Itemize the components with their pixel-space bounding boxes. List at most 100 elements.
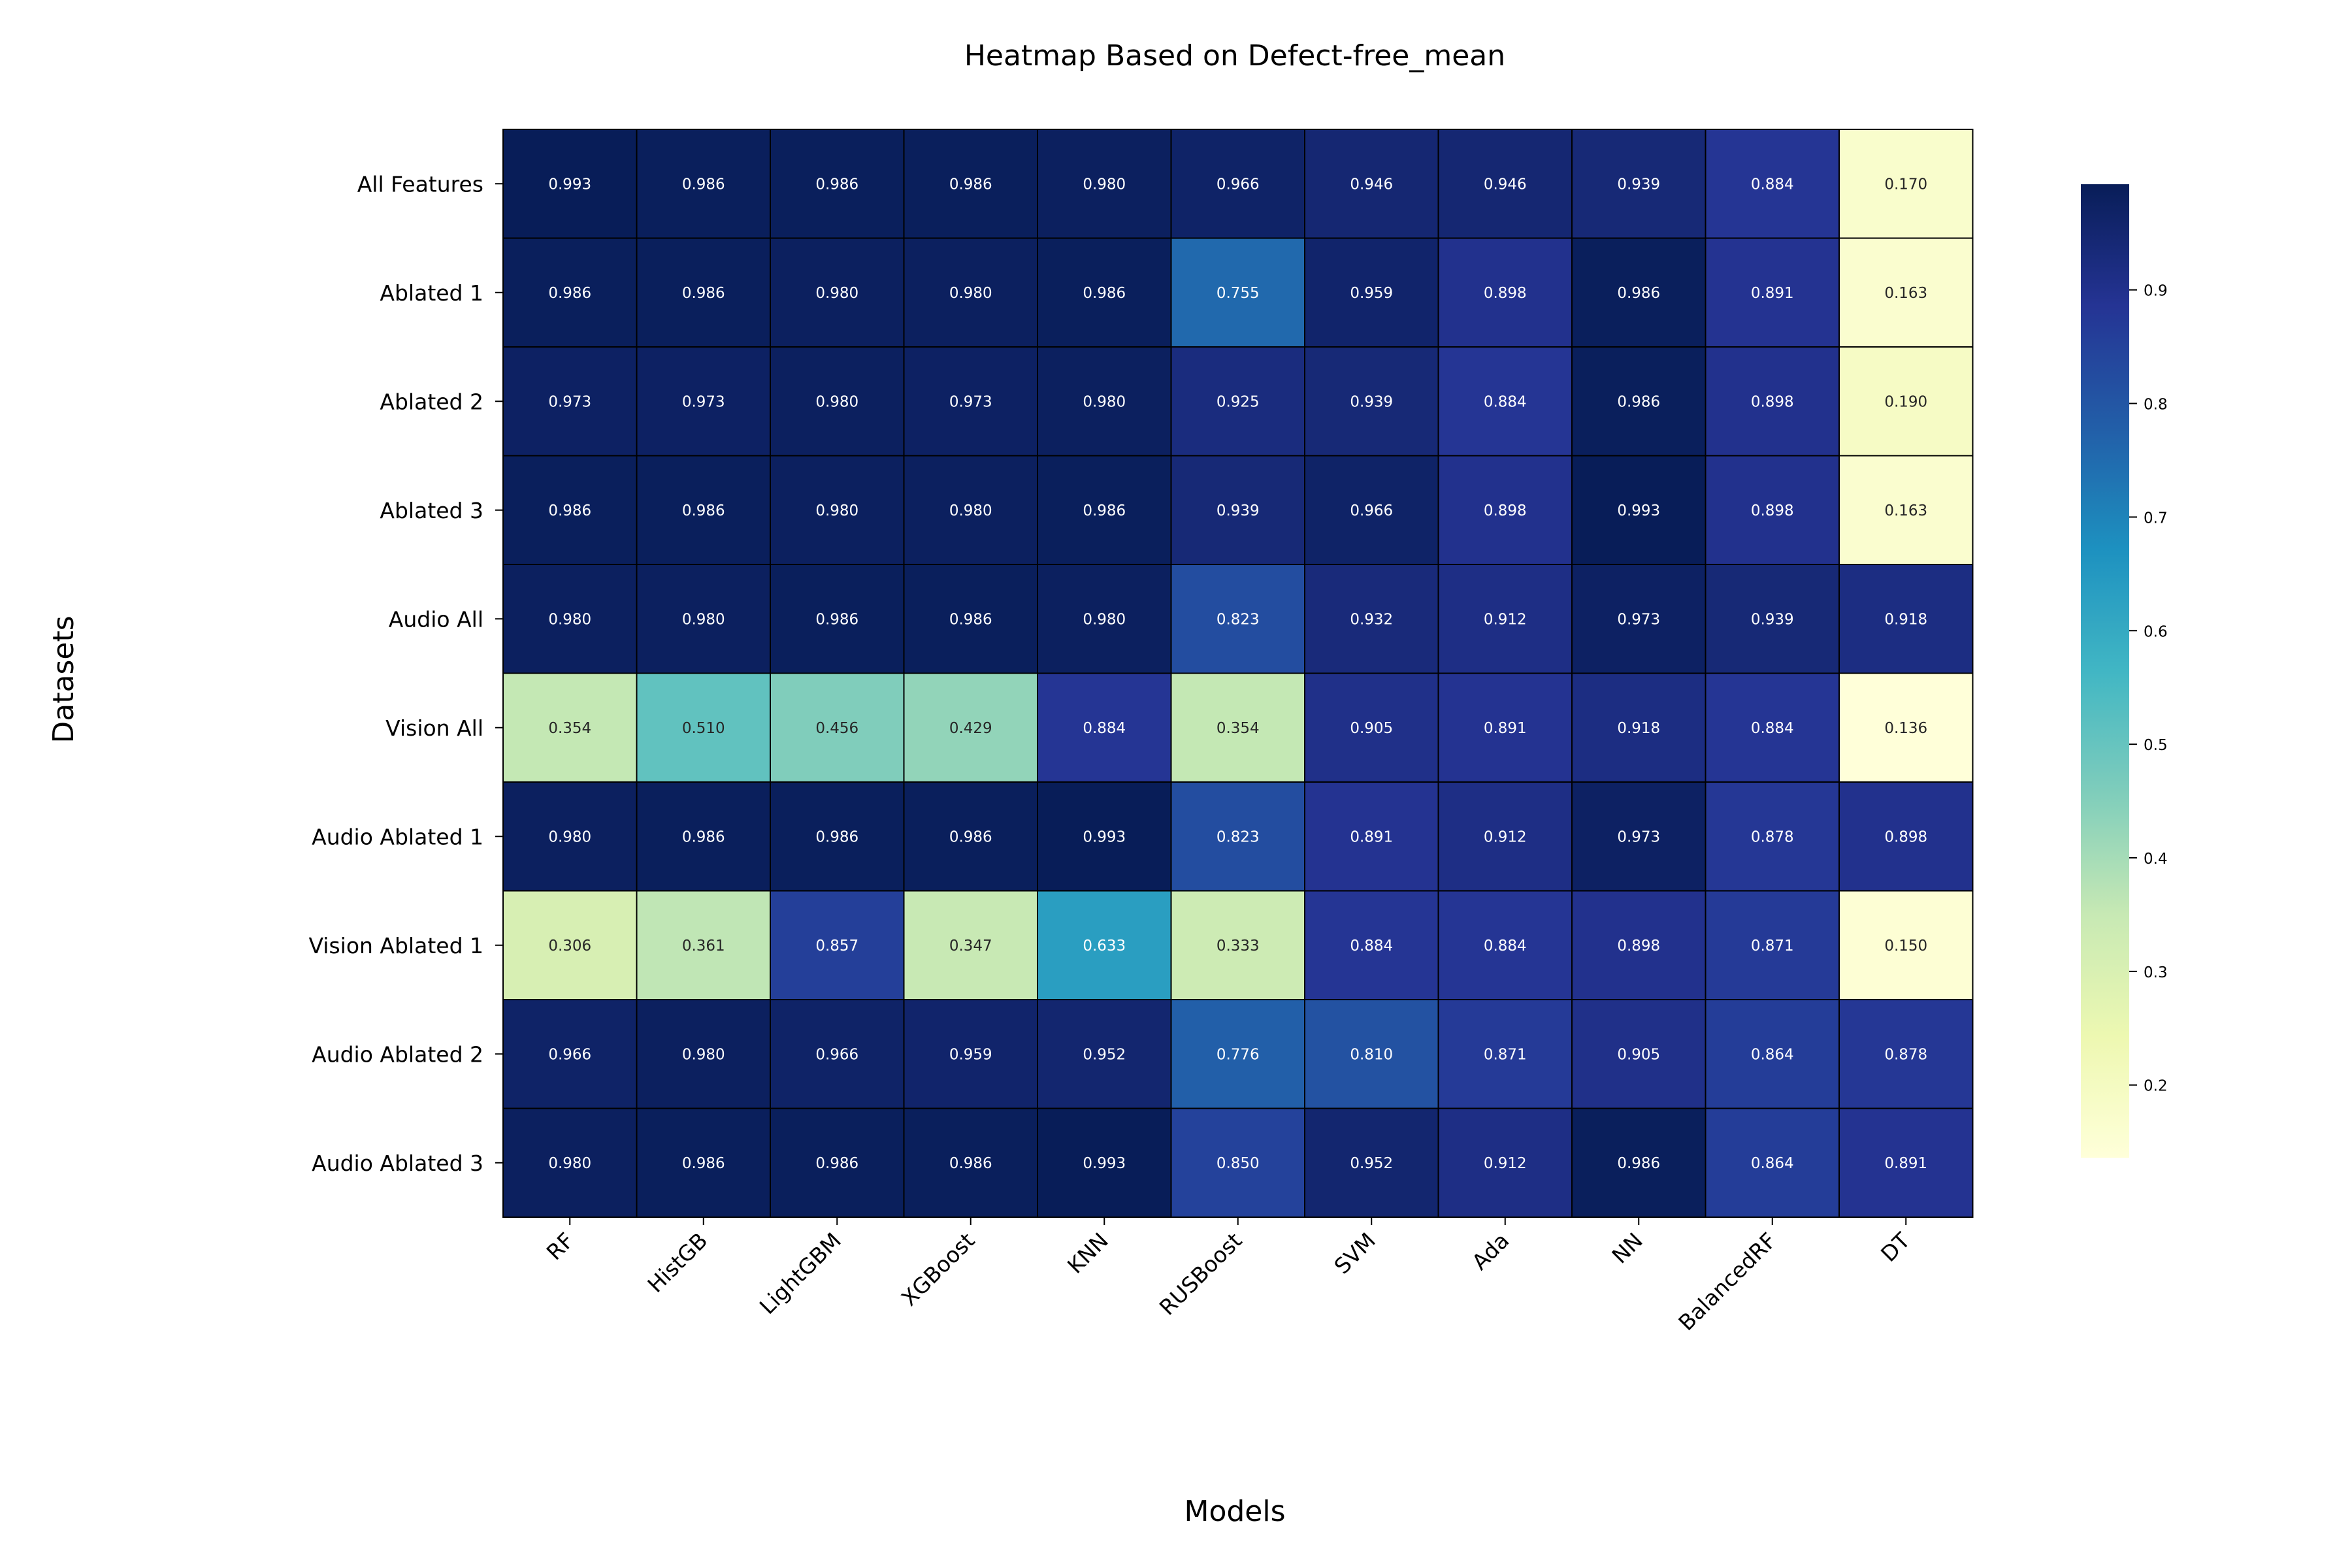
y-tick-label: Audio Ablated 3 — [312, 1151, 483, 1176]
cell-value-label: 0.973 — [548, 393, 591, 410]
cell-value-label: 0.986 — [548, 502, 591, 519]
heatmap-cell — [1170, 1107, 1305, 1218]
cell-value-label: 0.986 — [1083, 285, 1126, 302]
cell-value-label: 0.980 — [548, 1155, 591, 1172]
heatmap-cell — [1170, 999, 1305, 1109]
cell-value-label: 0.823 — [1217, 611, 1260, 628]
heatmap-cell — [1705, 890, 1840, 1000]
heatmap-cell — [770, 999, 905, 1109]
heatmap-cell — [636, 564, 771, 674]
cell-value-label: 0.776 — [1217, 1046, 1260, 1063]
cell-value-label: 0.946 — [1350, 176, 1393, 193]
heatmap-cell — [1170, 781, 1305, 892]
cell-value-label: 0.939 — [1751, 611, 1794, 628]
heatmap-cell — [1571, 455, 1707, 565]
heatmap-cells: 0.993 0.986 0.986 0.986 0.980 0.966 0.946 0.946… — [502, 129, 1974, 1218]
heatmap-cell — [1838, 564, 1974, 674]
colorbar-tick-label: 0.5 — [2144, 737, 2168, 754]
heatmap-cell — [1037, 129, 1172, 239]
cell-value-label: 0.986 — [815, 176, 858, 193]
colorbar: 0.2 0.3 0.4 0.5 0.6 0.7 0.8 0.9 — [2081, 184, 2168, 1158]
heatmap-cell — [636, 890, 771, 1000]
cell-value-label: 0.884 — [1484, 393, 1527, 410]
cell-value-label: 0.986 — [815, 1155, 858, 1172]
cell-value-label: 0.986 — [548, 285, 591, 302]
heatmap-cell — [636, 129, 771, 239]
x-tick-label: RUSBoost — [1154, 1228, 1247, 1320]
cell-value-label: 0.898 — [1484, 502, 1527, 519]
heatmap-cell — [1304, 890, 1439, 1000]
cell-value-label: 0.986 — [949, 828, 992, 845]
heatmap-cell — [636, 672, 771, 783]
cell-value-label: 0.986 — [682, 502, 725, 519]
heatmap-cell — [903, 455, 1038, 565]
heatmap-cell — [1705, 999, 1840, 1109]
cell-value-label: 0.986 — [815, 828, 858, 845]
heatmap-cell — [1838, 672, 1974, 783]
heatmap-cell — [1571, 890, 1707, 1000]
cell-value-label: 0.150 — [1884, 938, 1927, 955]
cell-value-label: 0.871 — [1484, 1046, 1527, 1063]
cell-value-label: 0.986 — [682, 285, 725, 302]
cell-value-label: 0.354 — [548, 720, 591, 737]
heatmap-cell — [1571, 999, 1707, 1109]
x-tick-label: NN — [1607, 1228, 1647, 1268]
colorbar-tick-label: 0.4 — [2144, 851, 2168, 868]
heatmap-cell — [1838, 129, 1974, 239]
x-tick-label: KNN — [1062, 1228, 1113, 1279]
cell-value-label: 0.898 — [1751, 502, 1794, 519]
cell-value-label: 0.980 — [815, 285, 858, 302]
cell-value-label: 0.966 — [815, 1046, 858, 1063]
heatmap-cell — [1170, 564, 1305, 674]
heatmap-cell — [1838, 999, 1974, 1109]
cell-value-label: 0.980 — [1083, 393, 1126, 410]
heatmap-cell — [1705, 781, 1840, 892]
cell-value-label: 0.884 — [1751, 176, 1794, 193]
cell-value-label: 0.898 — [1751, 393, 1794, 410]
cell-value-label: 0.980 — [815, 502, 858, 519]
cell-value-label: 0.959 — [949, 1046, 992, 1063]
x-tick-label: Ada — [1467, 1228, 1514, 1275]
heatmap-cell — [1170, 237, 1305, 348]
cell-value-label: 0.898 — [1484, 285, 1527, 302]
heatmap-cell — [1705, 237, 1840, 348]
heatmap-cell — [1037, 346, 1172, 457]
y-tick-label: Audio Ablated 1 — [312, 824, 483, 849]
heatmap-cell — [1170, 455, 1305, 565]
cell-value-label: 0.850 — [1217, 1155, 1260, 1172]
cell-value-label: 0.361 — [682, 938, 725, 955]
heatmap-cell — [1838, 1107, 1974, 1218]
cell-value-label: 0.986 — [815, 611, 858, 628]
heatmap-cell — [770, 1107, 905, 1218]
cell-value-label: 0.891 — [1884, 1155, 1927, 1172]
cell-value-label: 0.952 — [1083, 1046, 1126, 1063]
cell-value-label: 0.986 — [949, 611, 992, 628]
colorbar-tick-label: 0.2 — [2144, 1078, 2168, 1095]
heatmap-cell — [1571, 781, 1707, 892]
heatmap-cell — [1170, 129, 1305, 239]
colorbar-tick-label: 0.8 — [2144, 397, 2168, 414]
heatmap-cell — [502, 781, 638, 892]
heatmap-cell — [502, 564, 638, 674]
cell-value-label: 0.163 — [1884, 285, 1927, 302]
cell-value-label: 0.912 — [1484, 611, 1527, 628]
cell-value-label: 0.980 — [548, 611, 591, 628]
heatmap-cell — [1304, 564, 1439, 674]
heatmap-cell — [903, 890, 1038, 1000]
heatmap-cell — [1037, 564, 1172, 674]
heatmap-cell — [903, 237, 1038, 348]
cell-value-label: 0.918 — [1884, 611, 1927, 628]
cell-value-label: 0.354 — [1217, 720, 1260, 737]
heatmap-cell — [1437, 1107, 1573, 1218]
cell-value-label: 0.939 — [1217, 502, 1260, 519]
heatmap-cell — [1304, 455, 1439, 565]
cell-value-label: 0.966 — [1350, 502, 1393, 519]
cell-value-label: 0.170 — [1884, 176, 1927, 193]
cell-value-label: 0.347 — [949, 938, 992, 955]
heatmap-cell — [770, 237, 905, 348]
heatmap-cell — [1838, 455, 1974, 565]
cell-value-label: 0.966 — [548, 1046, 591, 1063]
cell-value-label: 0.986 — [682, 1155, 725, 1172]
y-tick-label: All Features — [357, 171, 483, 197]
